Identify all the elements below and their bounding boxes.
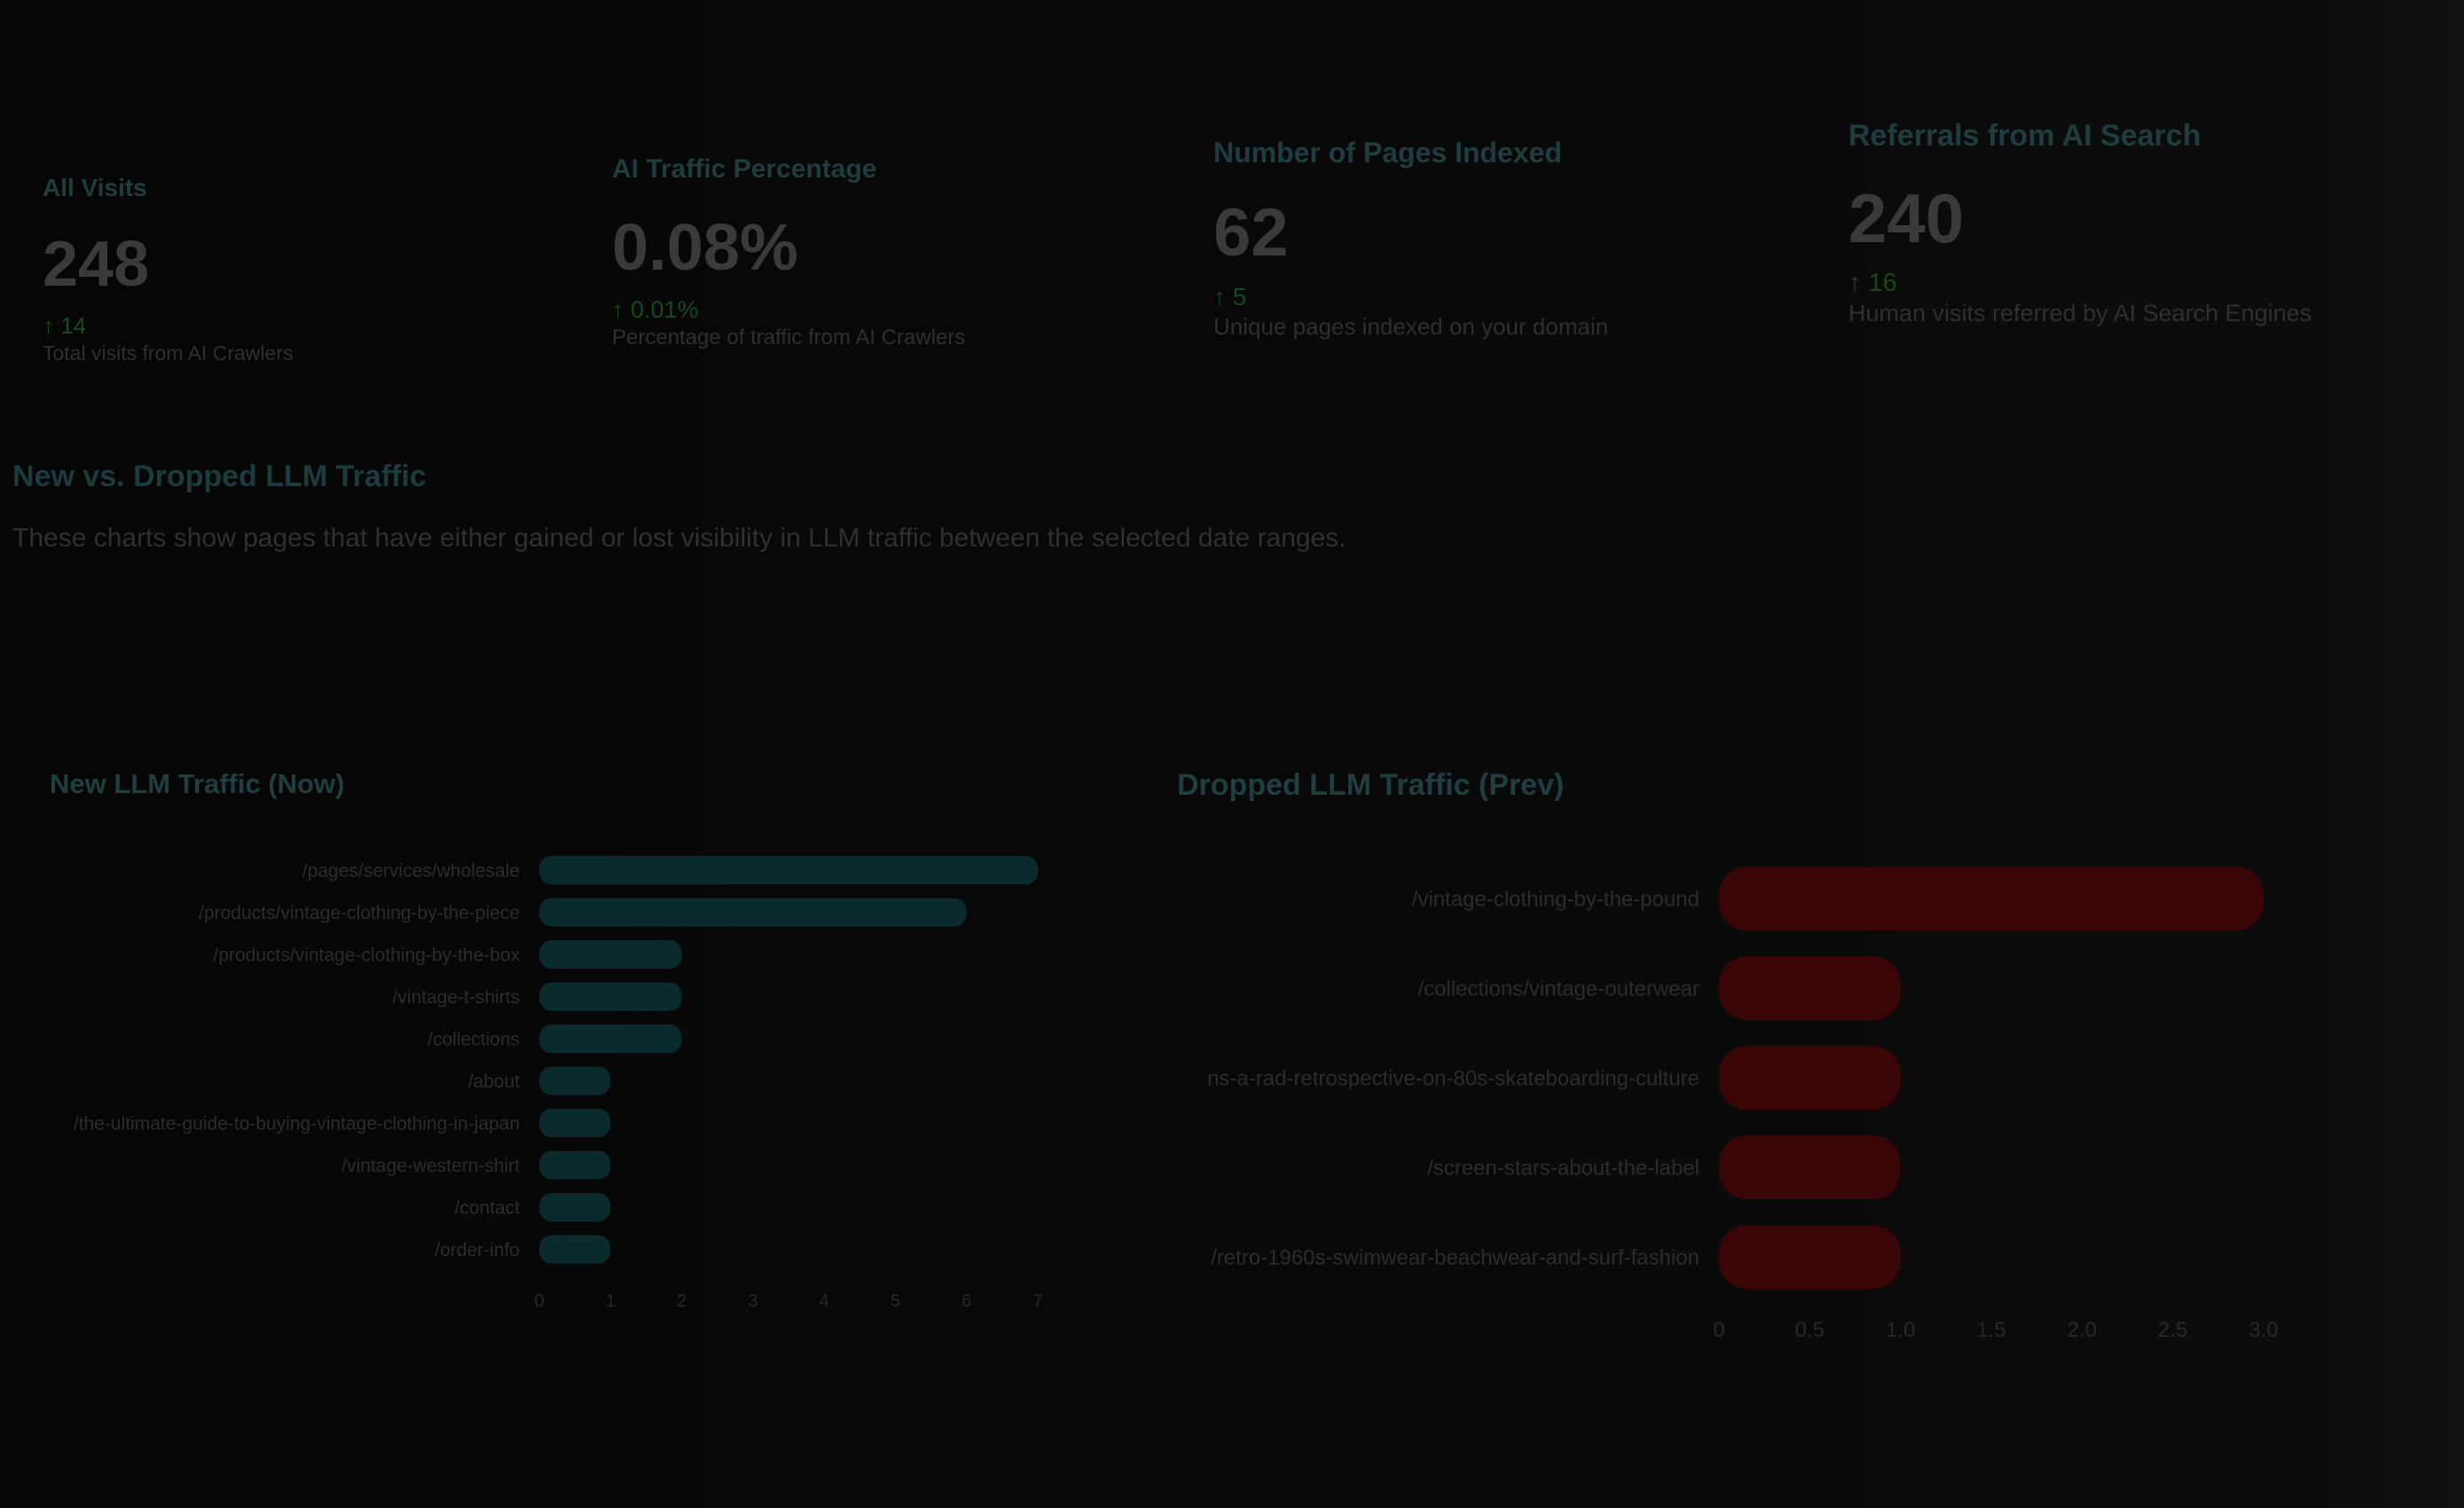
bar[interactable]: [1719, 867, 2264, 931]
stat-card-pages-indexed: Number of Pages Indexed 62 ↑ 5 Unique pa…: [1213, 137, 1608, 341]
bar[interactable]: [1719, 1225, 1901, 1289]
x-tick-label: 7: [1032, 1292, 1042, 1311]
bar-label: /vintage-western-shirt: [341, 1156, 520, 1176]
bar[interactable]: [539, 1193, 611, 1221]
x-tick-label: 1: [606, 1292, 616, 1311]
chart-title-new: New LLM Traffic (Now): [50, 768, 345, 799]
section-title: New vs. Dropped LLM Traffic: [12, 459, 427, 493]
stat-card-all-visits: All Visits 248 ↑ 14 Total visits from AI…: [43, 174, 293, 365]
stat-value: 62: [1213, 195, 1289, 271]
bar-label: /collections/vintage-outerwear: [1418, 978, 1700, 1001]
bar[interactable]: [1719, 1135, 1901, 1199]
x-tick-label: 2: [677, 1292, 687, 1311]
x-tick-label: 6: [961, 1292, 971, 1311]
x-tick-label: 2.0: [2068, 1318, 2097, 1342]
bar-label: /vintage-t-shirts: [392, 987, 520, 1008]
bar[interactable]: [539, 1235, 611, 1264]
stat-value: 248: [43, 229, 150, 300]
bar-label: /the-ultimate-guide-to-buying-vintage-cl…: [74, 1114, 520, 1135]
x-tick-label: 0: [1713, 1318, 1724, 1342]
stat-description: Unique pages indexed on your domain: [1213, 313, 1609, 340]
bar[interactable]: [1719, 956, 1901, 1020]
bar-label: /order-info: [435, 1240, 520, 1261]
bar-label: /retro-1960s-swimwear-beachwear-and-surf…: [1211, 1246, 1699, 1270]
stat-delta: ↑ 14: [43, 312, 87, 339]
x-tick-label: 1.5: [1976, 1318, 2005, 1342]
stat-description: Percentage of traffic from AI Crawlers: [612, 326, 966, 350]
dropped-traffic-chart-panel: Dropped LLM Traffic (Prev) /vintage-clot…: [1153, 745, 2464, 1384]
stat-delta: ↑ 5: [1213, 283, 1247, 310]
x-tick-label: 3: [748, 1292, 757, 1311]
new-traffic-chart-panel: New LLM Traffic (Now) /pages/services/wh…: [0, 745, 1135, 1348]
x-tick-label: 0: [534, 1292, 544, 1311]
stat-value: 0.08%: [612, 210, 798, 284]
stat-title: Referrals from AI Search: [1848, 119, 2201, 153]
bar[interactable]: [539, 982, 682, 1011]
new-traffic-chart: /pages/services/wholesale/products/vinta…: [74, 856, 1043, 1311]
dropped-traffic-chart: /vintage-clothing-by-the-pound/collectio…: [1207, 867, 2279, 1342]
bar[interactable]: [539, 940, 682, 969]
section-description: These charts show pages that have either…: [12, 523, 1346, 553]
x-tick-label: 3.0: [2248, 1318, 2278, 1342]
bar[interactable]: [539, 1025, 682, 1053]
bar-label: ns-a-rad-retrospective-on-80s-skateboard…: [1207, 1067, 1699, 1091]
bar-label: /collections: [428, 1030, 520, 1050]
bar[interactable]: [539, 1109, 611, 1137]
x-tick-label: 1.0: [1886, 1318, 1915, 1342]
chart-title-dropped: Dropped LLM Traffic (Prev): [1177, 768, 1565, 802]
stat-title: Number of Pages Indexed: [1213, 137, 1562, 169]
bar-label: /vintage-clothing-by-the-pound: [1412, 888, 1699, 912]
bar-label: /products/vintage-clothing-by-the-box: [213, 946, 520, 966]
bar[interactable]: [539, 856, 1038, 884]
stat-description: Total visits from AI Crawlers: [43, 342, 294, 365]
x-tick-label: 4: [820, 1292, 829, 1311]
stat-title: All Visits: [43, 174, 147, 201]
x-tick-label: 5: [891, 1292, 900, 1311]
bar[interactable]: [539, 898, 967, 927]
stats-row: All Visits 248 ↑ 14 Total visits from AI…: [0, 0, 2464, 373]
bar-label: /products/vintage-clothing-by-the-piece: [199, 903, 520, 923]
x-tick-label: 0.5: [1795, 1318, 1824, 1342]
stat-card-ai-traffic-percentage: AI Traffic Percentage 0.08% ↑ 0.01% Perc…: [612, 154, 965, 350]
stat-card-ai-referrals: Referrals from AI Search 240 ↑ 16 Human …: [1848, 119, 2311, 327]
stat-delta: ↑ 0.01%: [612, 296, 699, 323]
bar-label: /about: [468, 1072, 521, 1092]
bar[interactable]: [539, 1151, 611, 1180]
right-shade: [2331, 0, 2464, 1508]
stat-description: Human visits referred by AI Search Engin…: [1848, 300, 2312, 326]
bar-label: /contact: [454, 1198, 520, 1219]
bar[interactable]: [1719, 1046, 1901, 1110]
stat-title: AI Traffic Percentage: [612, 154, 877, 184]
x-tick-label: 2.5: [2158, 1318, 2187, 1342]
bar-label: /screen-stars-about-the-label: [1427, 1157, 1699, 1181]
bar[interactable]: [539, 1066, 611, 1096]
stat-delta: ↑ 16: [1848, 269, 1897, 297]
stat-value: 240: [1848, 179, 1965, 257]
bar-label: /pages/services/wholesale: [302, 861, 520, 882]
